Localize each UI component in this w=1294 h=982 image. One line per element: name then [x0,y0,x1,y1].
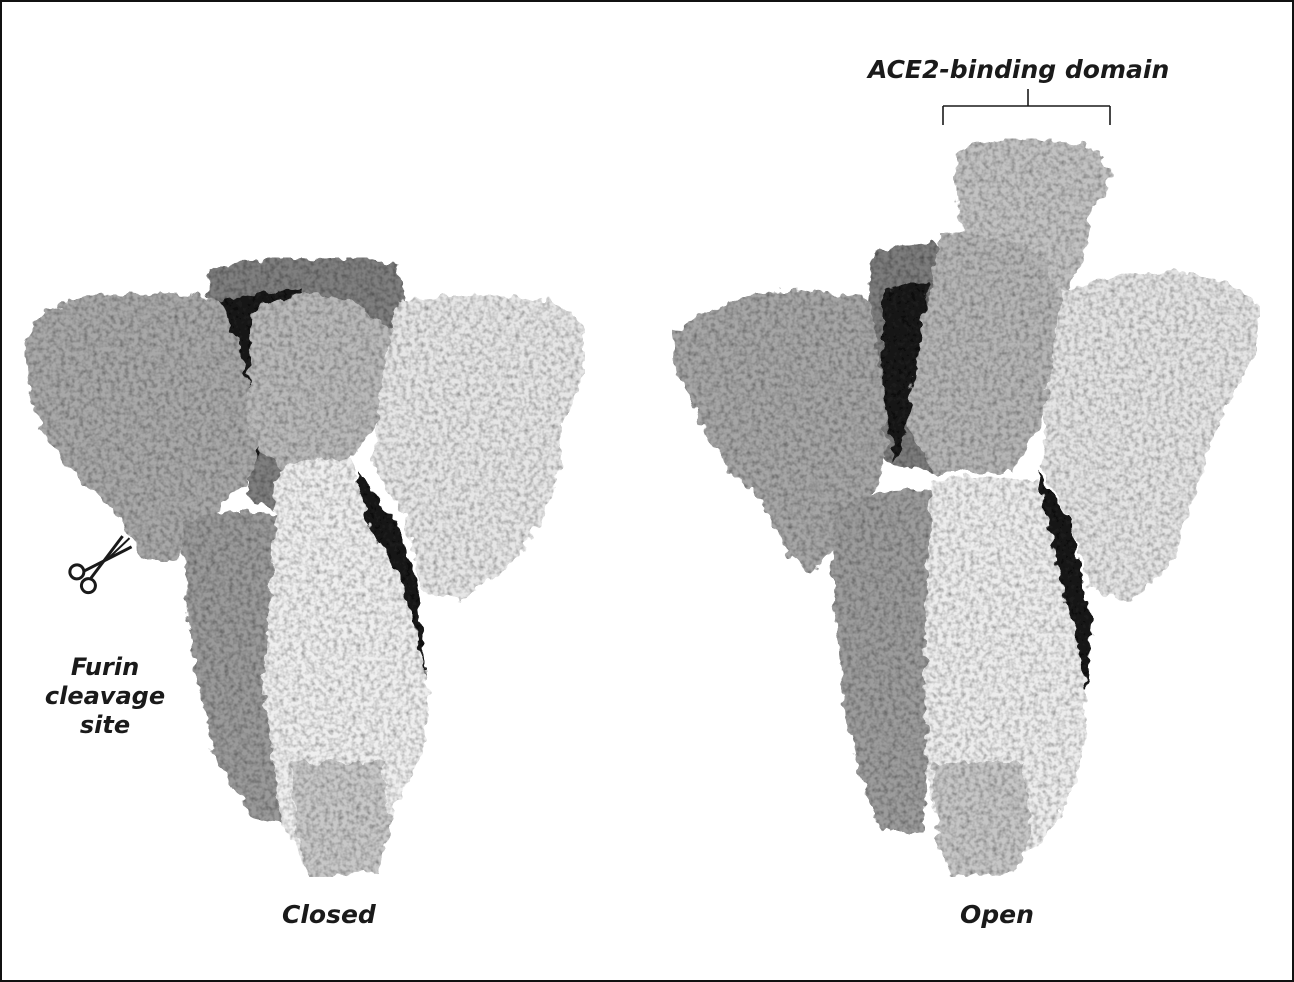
closed-chain-light [372,295,585,602]
closed-chain-mid [24,292,259,562]
closed-state-label: Closed [282,900,376,929]
furin-label-line-1: Furin [70,653,140,681]
furin-cleavage-label: Furin cleavage site [40,653,170,740]
furin-label-line-3: site [79,711,131,739]
open-spike-structure [672,138,1260,877]
closed-spike-structure [24,257,585,877]
furin-label-line-2: cleavage [44,682,166,710]
open-state-label: Open [960,900,1034,929]
open-chain-light [1042,271,1260,602]
open-chain-mid [672,290,887,572]
ace2-domain-label: ACE2-binding domain [868,55,1170,84]
ace2-bracket [942,89,1111,125]
scissors-icon [68,535,133,595]
